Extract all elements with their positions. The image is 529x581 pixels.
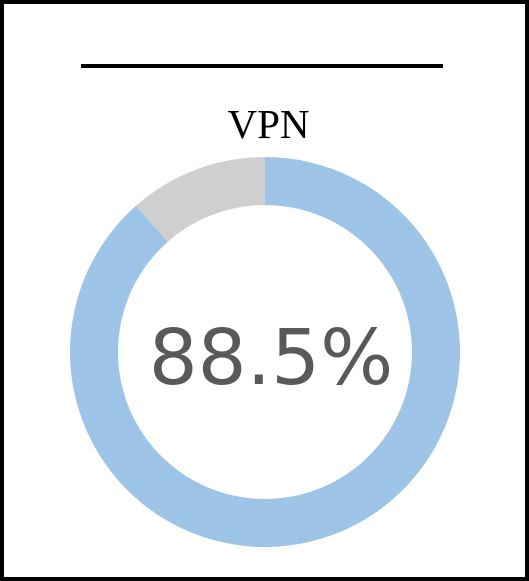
title-divider (81, 64, 443, 68)
donut-slices (70, 157, 461, 548)
chart-title: VPN (227, 101, 310, 147)
center-percentage-label: 88.5% (149, 314, 394, 403)
donut-slice-other (136, 157, 265, 242)
